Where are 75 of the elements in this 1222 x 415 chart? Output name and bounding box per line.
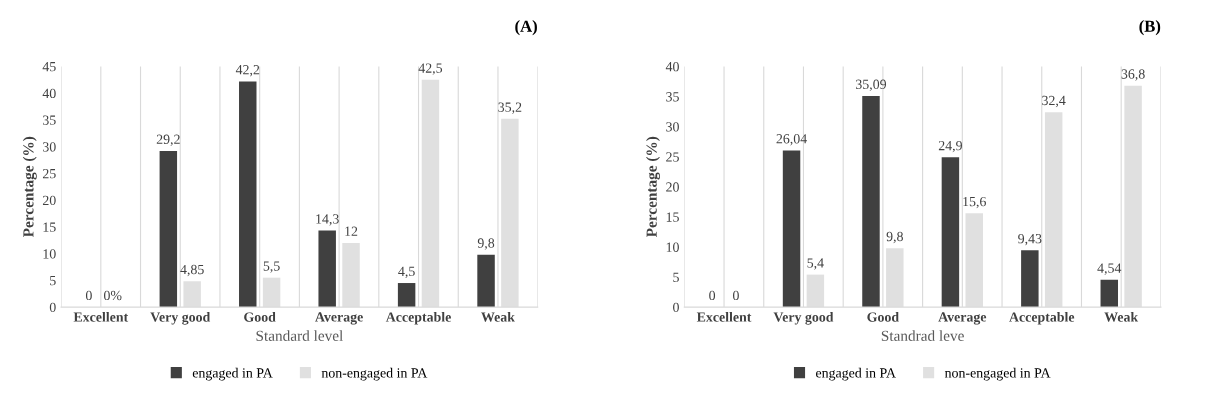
bar — [159, 150, 178, 308]
y-tick-label: 10 — [43, 249, 56, 259]
legend-label: engaged in PA — [816, 367, 896, 381]
bar — [1021, 250, 1039, 308]
legend-label: non-engaged in PA — [321, 367, 428, 381]
y-tick-label: 5 — [673, 272, 679, 282]
bar — [318, 230, 336, 308]
data-label: 9,43 — [1018, 234, 1042, 246]
x-axis-title: Standard level — [256, 330, 343, 341]
y-tick-label: 20 — [666, 182, 679, 192]
x-tick-label: Acceptable — [1009, 311, 1075, 325]
x-axis-title: Standrad leve — [881, 330, 964, 341]
chart-title: (B) — [1139, 20, 1161, 36]
y-tick-label: 35 — [43, 115, 56, 125]
bar — [397, 283, 416, 308]
y-tick-label: 40 — [665, 61, 679, 72]
data-label: 0 — [733, 290, 739, 301]
y-tick-label: 25 — [666, 152, 679, 162]
bar — [862, 95, 880, 308]
data-label: 12 — [345, 226, 358, 236]
data-label: 14,3 — [316, 214, 339, 226]
data-label: 32,4 — [1042, 95, 1066, 108]
bar — [782, 150, 801, 308]
x-tick-label: Weak — [1104, 311, 1139, 322]
y-axis-title: Percentage (%) — [646, 136, 661, 238]
x-tick-label: Very good — [773, 311, 834, 325]
x-tick-label: Average — [315, 312, 363, 325]
y-tick-label: 15 — [666, 212, 679, 222]
y-tick-label: 15 — [43, 222, 56, 232]
y-tick-label: 40 — [42, 88, 56, 99]
data-label: 5,4 — [807, 258, 824, 270]
y-tick-label: 45 — [42, 62, 56, 72]
bar — [239, 81, 257, 308]
y-tick-label: 20 — [42, 195, 56, 206]
data-label: 0 — [709, 290, 716, 301]
data-label: 42,2 — [235, 65, 260, 77]
x-tick-label: Acceptable — [385, 311, 451, 325]
data-label: 29,2 — [156, 134, 180, 146]
bar — [477, 254, 495, 308]
y-tick-label: 10 — [666, 242, 679, 252]
legend-label: engaged in PA — [192, 367, 273, 381]
x-tick-label: Good — [244, 311, 276, 322]
y-tick-label: 0 — [49, 302, 56, 313]
data-label: 42,5 — [418, 63, 443, 75]
data-label: 15,6 — [963, 196, 986, 209]
bar — [1100, 279, 1119, 308]
y-tick-label: 35 — [666, 92, 679, 102]
data-label: 5,5 — [263, 261, 280, 273]
data-label: 0% — [104, 290, 122, 301]
y-tick-label: 5 — [50, 276, 56, 286]
legend-label: non-engaged in PA — [944, 367, 1051, 381]
data-label: 35,09 — [856, 79, 887, 91]
x-tick-label: Excellent — [696, 311, 752, 322]
data-label: 9,8 — [886, 231, 903, 244]
x-tick-label: Good — [867, 311, 899, 322]
y-tick-label: 30 — [43, 142, 56, 152]
bar — [941, 157, 960, 308]
data-label: 24,9 — [938, 140, 962, 153]
data-label: 9,8 — [477, 238, 495, 250]
x-tick-label: Excellent — [73, 311, 129, 322]
y-axis-title: Percentage (%) — [22, 136, 37, 238]
y-tick-label: 0 — [673, 302, 679, 313]
y-tick-label: 25 — [42, 169, 56, 179]
x-tick-label: Average — [938, 312, 987, 325]
chart-title: (A) — [515, 20, 537, 36]
data-label: 26,04 — [776, 134, 807, 146]
data-label: 0 — [85, 290, 92, 301]
data-label: 4,85 — [180, 264, 204, 277]
data-label: 4,5 — [398, 266, 415, 279]
x-tick-label: Very good — [150, 311, 211, 325]
data-label: 4,54 — [1097, 263, 1122, 275]
data-label: 36,8 — [1121, 69, 1145, 81]
y-tick-label: 30 — [666, 122, 679, 132]
data-label: 35,2 — [498, 102, 522, 114]
x-tick-label: Weak — [481, 311, 515, 322]
